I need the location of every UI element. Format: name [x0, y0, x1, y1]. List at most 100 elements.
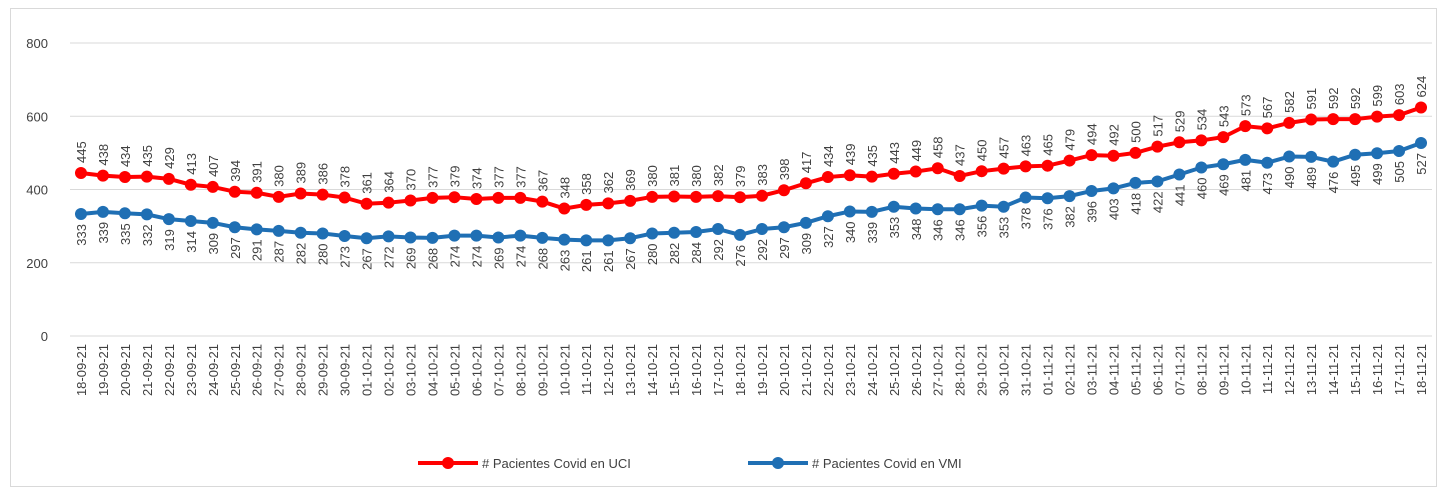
x-tick-label: 23-10-21 [843, 344, 858, 396]
data-label: 458 [931, 137, 946, 159]
point [96, 205, 109, 218]
data-label: 449 [909, 140, 924, 162]
data-label: 517 [1150, 115, 1165, 137]
data-label: 435 [140, 145, 155, 167]
x-tick-label: 27-09-21 [272, 344, 287, 396]
data-label: 396 [1085, 201, 1100, 223]
data-label: 490 [1282, 167, 1297, 189]
data-label: 356 [975, 216, 990, 238]
data-label: 361 [360, 172, 375, 194]
x-tick-label: 30-09-21 [338, 344, 353, 396]
x-tick-label: 16-11-21 [1370, 344, 1385, 395]
point [1283, 116, 1296, 129]
data-label: 297 [777, 237, 792, 259]
data-label: 282 [294, 243, 309, 265]
data-label: 445 [74, 141, 89, 163]
data-label: 309 [799, 233, 814, 255]
data-label: 274 [469, 246, 484, 268]
x-tick-label: 20-09-21 [118, 344, 133, 396]
point [1129, 176, 1142, 189]
data-label: 457 [997, 137, 1012, 159]
data-label: 370 [404, 169, 419, 191]
data-label: 534 [1194, 109, 1209, 131]
point [1283, 150, 1296, 163]
point [162, 213, 175, 226]
point [1195, 134, 1208, 147]
data-label: 314 [184, 231, 199, 253]
data-label: 353 [887, 217, 902, 239]
data-label: 358 [579, 173, 594, 195]
point [887, 200, 900, 213]
point [646, 190, 659, 203]
y-tick-label: 0 [41, 329, 48, 344]
point [580, 234, 593, 247]
data-label: 599 [1370, 85, 1385, 107]
data-label: 276 [733, 245, 748, 267]
x-tick-label: 25-10-21 [887, 344, 902, 396]
x-tick-label: 24-10-21 [865, 344, 880, 396]
point [909, 202, 922, 215]
data-label: 573 [1238, 94, 1253, 116]
point [865, 170, 878, 183]
point [206, 180, 219, 193]
point [712, 190, 725, 203]
x-tick-label: 23-09-21 [184, 344, 199, 396]
data-label: 434 [821, 145, 836, 167]
data-label: 309 [206, 233, 221, 255]
point [909, 165, 922, 178]
x-tick-label: 28-09-21 [294, 344, 309, 396]
data-label: 319 [162, 229, 177, 251]
point [755, 189, 768, 202]
y-tick-label: 200 [26, 256, 48, 271]
point [1415, 136, 1428, 149]
x-tick-label: 16-10-21 [689, 344, 704, 396]
data-label: 339 [96, 222, 111, 244]
x-tick-label: 10-11-21 [1238, 344, 1253, 395]
x-tick-label: 12-10-21 [601, 344, 616, 396]
data-label: 374 [469, 167, 484, 189]
point [206, 216, 219, 229]
data-label: 591 [1304, 88, 1319, 110]
data-label: 261 [601, 250, 616, 272]
point [426, 191, 439, 204]
point [404, 231, 417, 244]
point [250, 186, 263, 199]
point [1019, 191, 1032, 204]
point [514, 229, 527, 242]
x-tick-label: 13-10-21 [623, 344, 638, 396]
point [821, 210, 834, 223]
data-label: 592 [1348, 87, 1363, 109]
data-label: 413 [184, 153, 199, 175]
point [580, 198, 593, 211]
data-label: 346 [931, 219, 946, 241]
point [1195, 161, 1208, 174]
data-label: 383 [755, 164, 770, 186]
data-label: 494 [1085, 123, 1100, 145]
point [953, 203, 966, 216]
data-label: 418 [1128, 193, 1143, 215]
point [470, 229, 483, 242]
data-label: 377 [513, 166, 528, 188]
y-tick-label: 600 [26, 109, 48, 124]
x-tick-label: 31-10-21 [1019, 344, 1034, 396]
data-label: 460 [1194, 178, 1209, 200]
x-tick-label: 01-10-21 [360, 344, 375, 396]
x-tick-label: 04-10-21 [425, 344, 440, 396]
data-label: 382 [711, 164, 726, 186]
data-label: 439 [843, 144, 858, 166]
data-label: 282 [667, 243, 682, 265]
point [602, 234, 615, 247]
legend-label: # Pacientes Covid en VMI [812, 456, 962, 471]
x-tick-label: 14-11-21 [1326, 344, 1341, 395]
y-tick-label: 400 [26, 183, 48, 198]
x-tick-label: 30-10-21 [997, 344, 1012, 396]
data-label: 348 [909, 219, 924, 241]
point [360, 232, 373, 245]
x-tick-label: 21-09-21 [140, 344, 155, 396]
x-tick-label: 21-10-21 [799, 344, 814, 396]
point [668, 190, 681, 203]
point [799, 216, 812, 229]
point [734, 191, 747, 204]
point [777, 184, 790, 197]
